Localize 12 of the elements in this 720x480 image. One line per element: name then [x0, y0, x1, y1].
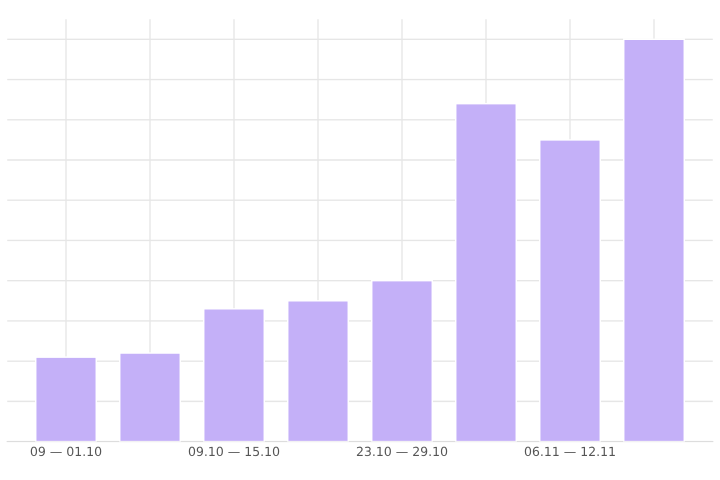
bar — [35, 356, 97, 442]
x-tick-label: 09.10 — 15.10 — [188, 446, 280, 456]
bar — [455, 102, 517, 442]
bar — [287, 300, 349, 442]
bar — [119, 352, 181, 442]
x-tick-label: 23.10 — 29.10 — [356, 446, 448, 456]
x-tick-label: 09 — 01.10 — [30, 446, 102, 456]
bar — [539, 139, 601, 442]
bar — [203, 308, 265, 442]
x-tick-label: 06.11 — 12.11 — [524, 446, 615, 456]
bar — [371, 280, 433, 442]
bar — [623, 38, 685, 442]
